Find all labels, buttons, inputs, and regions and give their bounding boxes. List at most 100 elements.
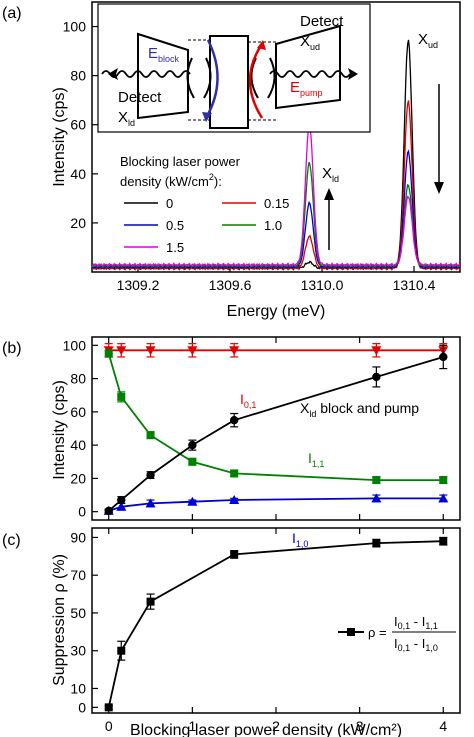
legend-a: Blocking laser power density (kW/cm2): 0… bbox=[120, 154, 289, 255]
panel-c-label: (c) bbox=[2, 532, 21, 549]
b-point-3-4 bbox=[229, 415, 239, 425]
b-point-0-3 bbox=[187, 346, 198, 356]
b-point-3-5 bbox=[372, 372, 381, 382]
legend-title-line1: Blocking laser power bbox=[120, 154, 241, 169]
legend-c-numerator: I0,1 - I1,1 bbox=[394, 614, 438, 631]
b-point-3-2 bbox=[146, 470, 155, 480]
b-point-1-1 bbox=[117, 392, 126, 401]
c-ytick-label-3: 50 bbox=[70, 605, 86, 621]
panel-a-yticks: 20 40 60 80 100 bbox=[63, 19, 98, 231]
panel-a-xticks: 1309.2 1309.6 1310.0 1310.4 bbox=[117, 266, 436, 293]
panel-a: 20 40 60 80 100 1309.2 1309.6 1310.0 1310.4 Ene… bbox=[51, 1, 461, 320]
b-point-2-2 bbox=[145, 498, 156, 508]
arrow-up-ld-head bbox=[324, 188, 334, 200]
panel-c-xlabel: Blocking laser power density (kW/cm²) bbox=[130, 722, 402, 737]
legend-a-label-4: 1.5 bbox=[166, 240, 184, 255]
b-point-0-1 bbox=[116, 346, 127, 356]
c-ytick-label-1: 10 bbox=[70, 680, 86, 696]
panel-c: 0 10 30 50 70 90 0 1 2 3 4 Blocking laser power d… bbox=[51, 527, 461, 737]
inset-emission-right bbox=[269, 70, 351, 78]
b-ytick-label-1: 20 bbox=[70, 470, 86, 486]
c-point-0-5 bbox=[439, 537, 448, 546]
c-ytick-label-5: 90 bbox=[70, 529, 86, 545]
b-point-0-5 bbox=[371, 346, 382, 356]
legend-a-entries: 0 0.15 0.5 1.0 1.5 bbox=[124, 196, 289, 255]
c-point-0-4 bbox=[372, 539, 381, 548]
a-ytick-label-1: 40 bbox=[70, 166, 86, 182]
inset-middle-barrier bbox=[209, 35, 249, 129]
legend-a-label-1: 0.15 bbox=[264, 196, 289, 211]
inset-epump-arrowhead bbox=[257, 40, 266, 50]
peak-label-xld: Xld bbox=[322, 165, 339, 184]
c-ytick-label-2: 30 bbox=[70, 643, 86, 659]
b-ytick-label-3: 60 bbox=[70, 404, 86, 420]
a-series-line-4 bbox=[91, 124, 461, 268]
label-i01: I0,1 bbox=[240, 391, 256, 410]
a-xtick-label-2: 1310.0 bbox=[301, 277, 344, 293]
inset-transition-left-1 bbox=[186, 57, 195, 99]
c-xtick-label-2: 2 bbox=[272, 718, 280, 734]
b-series-line-3 bbox=[108, 356, 444, 512]
inset-eblock-arrow bbox=[204, 39, 219, 119]
b-point-1-6 bbox=[439, 476, 448, 485]
inset-diagram: Detect Xud Detect Xld Eblock Epump bbox=[97, 3, 371, 133]
inset-emission-right-head bbox=[348, 68, 358, 80]
legend-a-label-2: 0.5 bbox=[166, 218, 184, 233]
label-i11: I1,1 bbox=[308, 450, 324, 469]
legend-c-rho: ρ = bbox=[368, 625, 387, 640]
b-point-1-2 bbox=[146, 431, 155, 440]
a-ytick-label-4: 100 bbox=[63, 19, 87, 35]
b-point-1-5 bbox=[372, 476, 381, 485]
panel-b-xticks bbox=[108, 337, 444, 520]
inset-transition-right-2 bbox=[267, 57, 276, 99]
a-xtick-label-1: 1309.6 bbox=[209, 277, 252, 293]
b-ytick-label-5: 100 bbox=[63, 337, 87, 353]
inset-epump-label: Epump bbox=[290, 79, 323, 98]
b-point-2-5 bbox=[371, 493, 382, 503]
a-xtick-label-0: 1309.2 bbox=[117, 277, 160, 293]
b-point-2-3 bbox=[187, 496, 198, 506]
panel-b-ylabel: Intensity (cps) bbox=[51, 380, 68, 480]
a-ytick-label-0: 20 bbox=[70, 215, 86, 231]
inset-detect-ud: Detect bbox=[300, 13, 344, 30]
c-xtick-label-0: 0 bbox=[105, 718, 113, 734]
legend-a-label-0: 0 bbox=[166, 196, 173, 211]
inset-emission-left-head bbox=[108, 68, 118, 80]
c-point-0-2 bbox=[146, 597, 155, 606]
b-point-3-1 bbox=[117, 495, 126, 505]
panel-c-xticks: 0 1 2 3 4 bbox=[105, 528, 447, 734]
b-ytick-label-0: 0 bbox=[78, 504, 86, 520]
b-point-1-4 bbox=[230, 469, 239, 478]
inset-detect-ud-x: Xud bbox=[300, 33, 320, 52]
legend-c: ρ = I0,1 - I1,1 I0,1 - I1,0 bbox=[338, 614, 456, 653]
a-ytick-label-2: 60 bbox=[70, 117, 86, 133]
b-point-3-0 bbox=[104, 506, 113, 516]
b-point-1-0 bbox=[104, 349, 113, 358]
label-xld-block-pump: Xld block and pump bbox=[300, 400, 419, 419]
b-series-line-2 bbox=[108, 497, 444, 512]
b-point-2-6 bbox=[438, 493, 449, 503]
b-point-0-2 bbox=[145, 346, 156, 356]
c-xtick-label-3: 3 bbox=[356, 718, 364, 734]
panel-c-yticks: 0 10 30 50 70 90 bbox=[70, 529, 98, 715]
panel-a-ylabel: Intensity (cps) bbox=[51, 87, 68, 187]
panel-b-frame bbox=[91, 336, 461, 521]
c-xtick-label-4: 4 bbox=[439, 718, 447, 734]
inset-emission-left bbox=[101, 70, 191, 78]
panel-b-series bbox=[103, 343, 449, 516]
panel-a-frame bbox=[91, 1, 461, 273]
b-point-2-1 bbox=[116, 501, 127, 511]
panel-a-xlabel: Energy (meV) bbox=[227, 303, 326, 320]
panel-c-series bbox=[104, 536, 448, 712]
a-ytick-label-3: 80 bbox=[70, 68, 86, 84]
inset-transition-left-2 bbox=[203, 57, 212, 99]
label-i10: I1,0 bbox=[292, 530, 308, 549]
b-ytick-label-4: 80 bbox=[70, 371, 86, 387]
b-point-3-6 bbox=[439, 352, 448, 362]
c-point-0-1 bbox=[117, 646, 126, 655]
b-point-1-3 bbox=[188, 457, 197, 466]
panel-a-series bbox=[91, 39, 461, 271]
c-point-0-3 bbox=[230, 550, 239, 559]
c-xtick-label-1: 1 bbox=[188, 718, 196, 734]
